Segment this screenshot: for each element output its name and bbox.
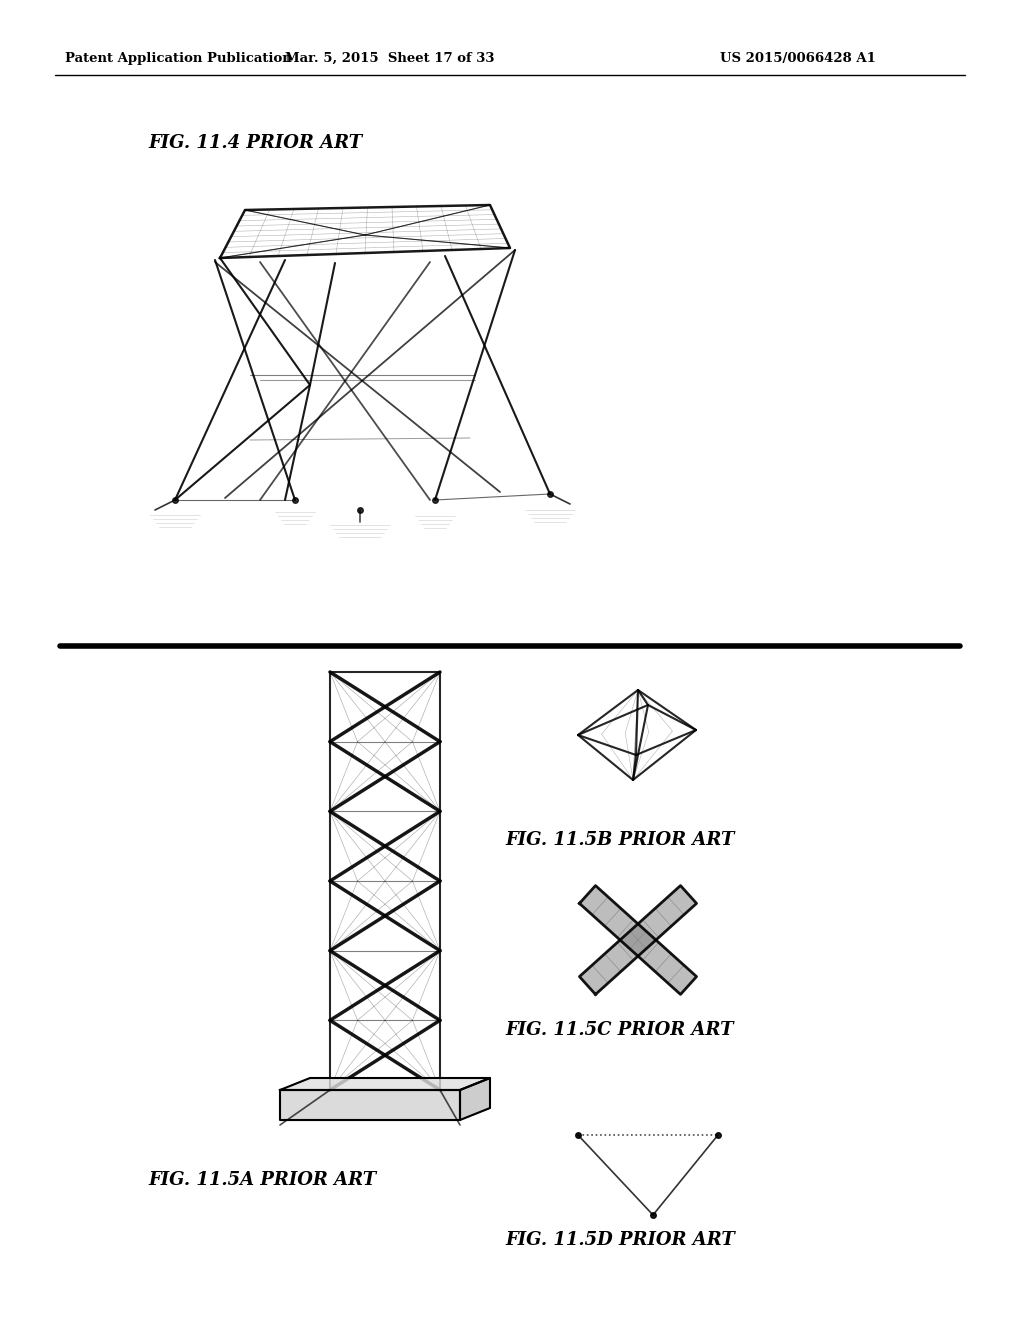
Text: Mar. 5, 2015  Sheet 17 of 33: Mar. 5, 2015 Sheet 17 of 33 [286,51,495,65]
Text: US 2015/0066428 A1: US 2015/0066428 A1 [720,51,876,65]
Text: FIG. 11.5D PRIOR ART: FIG. 11.5D PRIOR ART [505,1232,735,1249]
Polygon shape [280,1078,490,1090]
Text: FIG. 11.4 PRIOR ART: FIG. 11.4 PRIOR ART [148,135,362,152]
Polygon shape [580,886,696,994]
Text: Patent Application Publication: Patent Application Publication [65,51,292,65]
Text: FIG. 11.5B PRIOR ART: FIG. 11.5B PRIOR ART [505,832,734,849]
Text: FIG. 11.5A PRIOR ART: FIG. 11.5A PRIOR ART [148,1171,376,1189]
Polygon shape [460,1078,490,1119]
Text: FIG. 11.5C PRIOR ART: FIG. 11.5C PRIOR ART [505,1020,733,1039]
Polygon shape [580,886,696,994]
Polygon shape [280,1090,460,1119]
